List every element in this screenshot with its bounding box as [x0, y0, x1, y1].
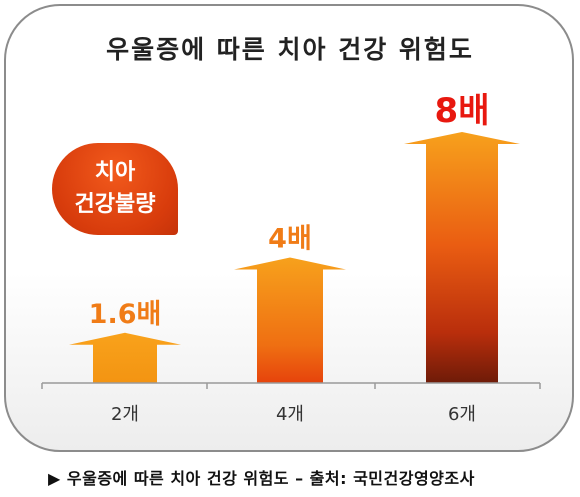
x-tick-label: 4개: [276, 404, 304, 425]
x-tick-label: 2개: [111, 404, 139, 425]
bar-arrow: [234, 257, 346, 383]
bar-arrow: [69, 332, 181, 383]
dental-health-badge: 치아 건강불량: [52, 143, 178, 235]
x-tick-label: 6개: [448, 404, 476, 425]
bar-arrow: [404, 132, 520, 383]
data-label: 1.6배: [89, 299, 162, 330]
badge-line-2: 건강불량: [74, 192, 156, 217]
data-label: 4배: [268, 224, 312, 255]
data-label: 8배: [435, 91, 490, 131]
source-footnote: ▶ 우울증에 따른 치아 건강 위험도 – 출처: 국민건강영양조사: [48, 469, 475, 488]
chart-title: 우울증에 따른 치아 건강 위험도: [106, 35, 474, 64]
badge-line-1: 치아: [94, 160, 136, 185]
